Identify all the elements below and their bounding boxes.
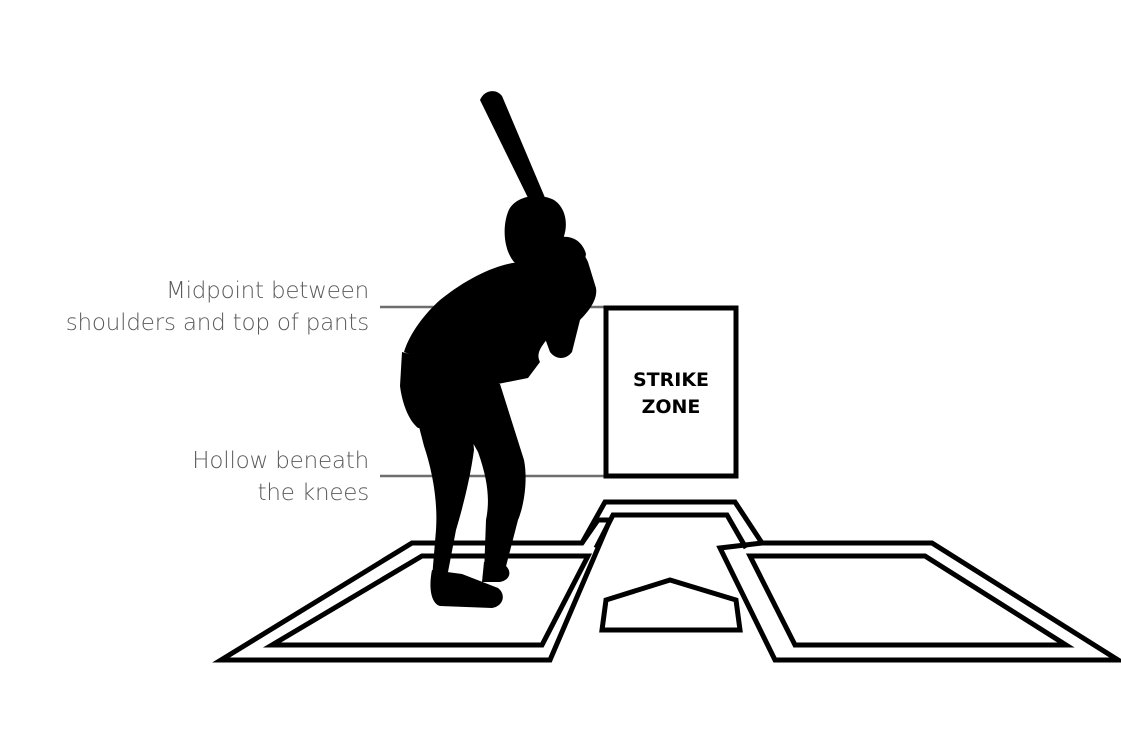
batter-silhouette [400,91,596,608]
strike-zone-label: STRIKE ZONE [606,367,736,421]
callout-label-bottom: Hollow beneath the knees [9,445,369,509]
right-batters-box [720,543,1118,660]
left-batters-box [221,520,610,660]
strike-zone-label-line1: STRIKE [606,367,736,394]
catchers-box [582,502,762,548]
callout-bottom-line1: Hollow beneath [9,445,369,477]
callout-bottom-line2: the knees [9,477,369,509]
callout-top-line1: Midpoint between [9,275,369,307]
bat [480,91,546,206]
callout-label-top: Midpoint between shoulders and top of pa… [9,275,369,339]
strike-zone-label-line2: ZONE [606,394,736,421]
callout-top-line2: shoulders and top of pants [9,307,369,339]
home-plate [602,580,740,630]
